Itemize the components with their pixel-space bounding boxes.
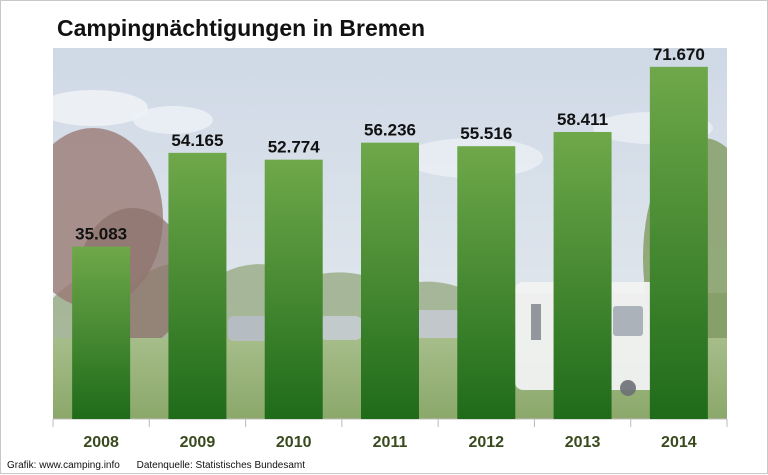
data-label-2013: 58.411 xyxy=(557,110,608,129)
x-tick-label-2009: 2009 xyxy=(180,434,216,451)
data-label-2009: 54.165 xyxy=(171,131,223,150)
bar-2008 xyxy=(72,246,131,419)
bar-2010 xyxy=(264,159,323,419)
data-label-2014: 71.670 xyxy=(653,45,705,64)
x-tick-label-2012: 2012 xyxy=(468,434,504,451)
bar-2011 xyxy=(361,142,419,420)
data-label-2010: 52.774 xyxy=(268,138,321,157)
x-tick-label-2011: 2011 xyxy=(373,434,408,451)
data-label-2011: 56.236 xyxy=(364,121,416,140)
x-tick-label-2014: 2014 xyxy=(661,434,697,451)
x-tick-label-2008: 2008 xyxy=(83,434,119,451)
footer: Grafik: www.camping.info Datenquelle: St… xyxy=(7,460,305,471)
footer-source: Datenquelle: Statistisches Bundesamt xyxy=(136,460,306,471)
x-tick-label-2013: 2013 xyxy=(565,434,601,451)
data-label-2008: 35.083 xyxy=(75,225,127,244)
data-label-2012: 55.516 xyxy=(460,124,512,143)
bar-2009 xyxy=(168,152,227,420)
x-tick-label-2010: 2010 xyxy=(276,434,312,451)
footer-credit: Grafik: www.camping.info xyxy=(7,460,120,471)
bar-2013 xyxy=(553,131,612,419)
bar-2014 xyxy=(649,66,708,420)
chart-title: Campingnächtigungen in Bremen xyxy=(57,15,426,41)
bar-2012 xyxy=(457,146,516,419)
